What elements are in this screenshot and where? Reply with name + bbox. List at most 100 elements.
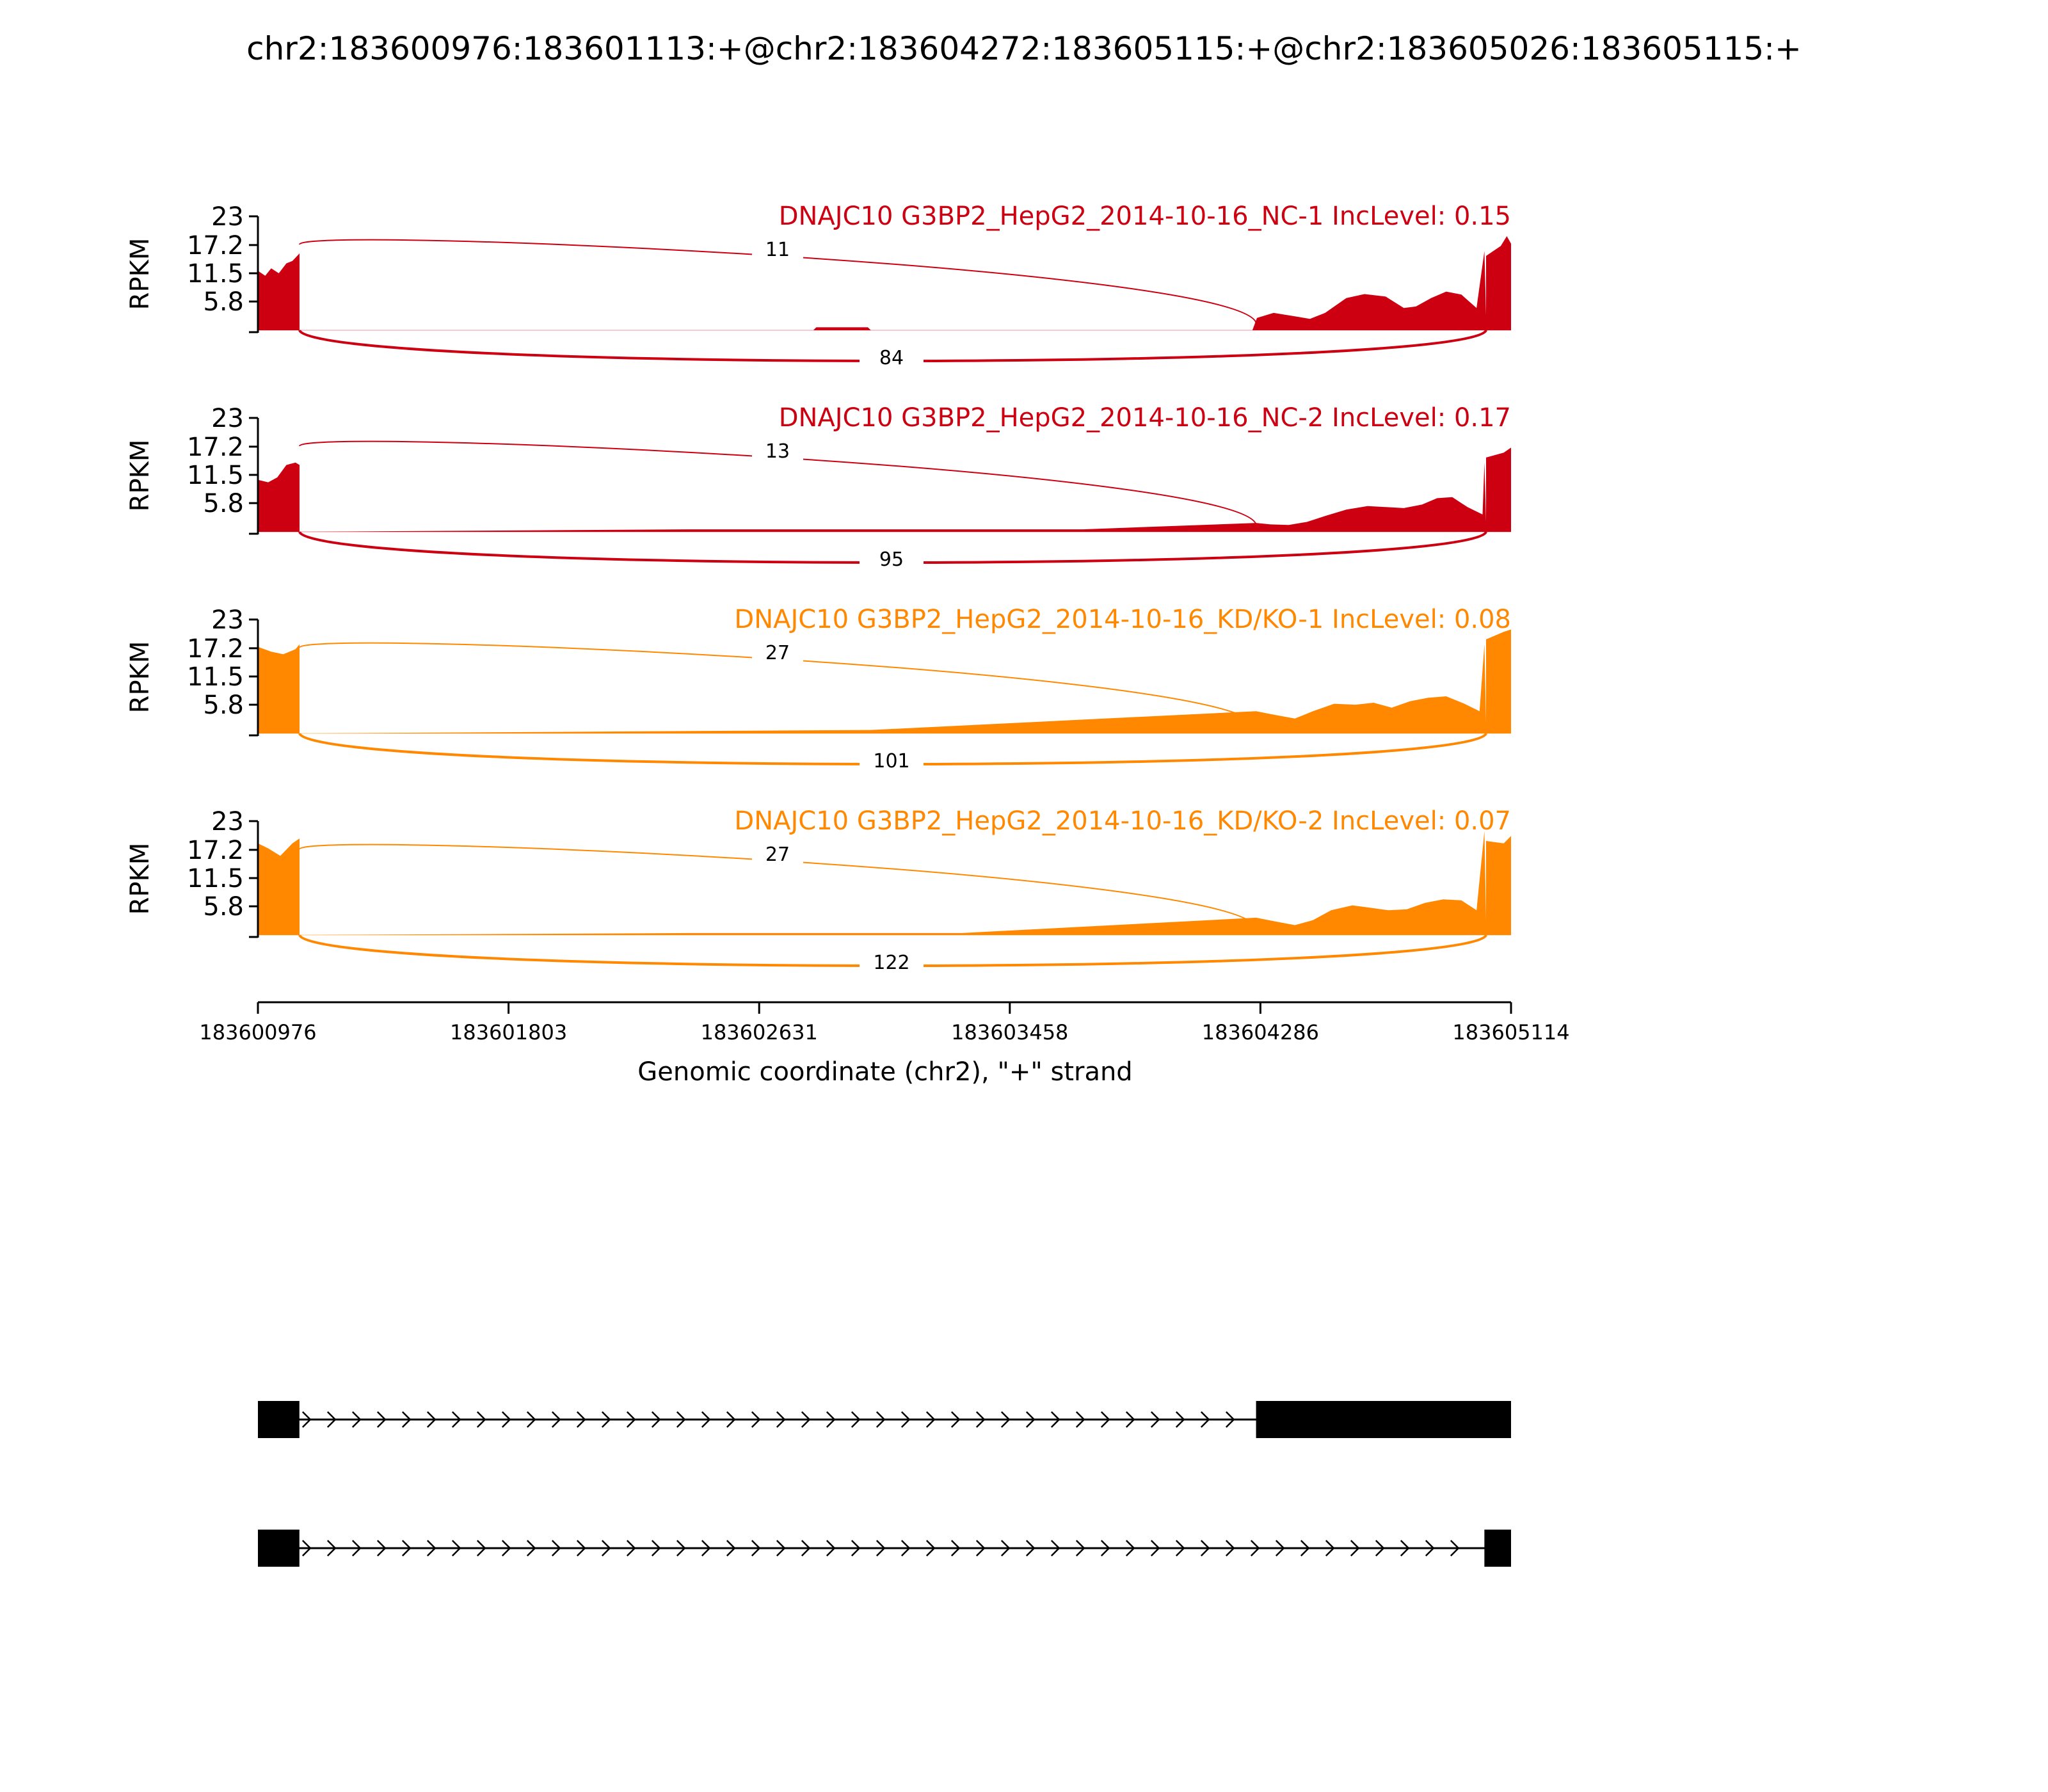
strand-arrow — [426, 1540, 436, 1556]
strand-arrow — [751, 1540, 761, 1556]
strand-arrow — [376, 1411, 387, 1428]
strand-arrow — [576, 1411, 586, 1428]
strand-arrow — [551, 1540, 561, 1556]
junction-count-upper: 27 — [765, 844, 790, 866]
junction-count-lower: 95 — [879, 548, 904, 571]
strand-arrow — [1050, 1540, 1060, 1556]
y-tick-label: 5.8 — [203, 691, 244, 720]
strand-arrow — [776, 1411, 786, 1428]
strand-arrow — [1275, 1540, 1285, 1556]
strand-arrow — [1000, 1540, 1011, 1556]
coverage-exon-1 — [258, 253, 300, 330]
coverage-middle — [300, 831, 1486, 935]
strand-arrow — [776, 1540, 786, 1556]
strand-arrow — [626, 1411, 636, 1428]
coverage-middle — [300, 251, 1486, 330]
coverage-middle — [300, 644, 1486, 733]
y-tick-label: 17.2 — [187, 433, 244, 462]
coverage-exon-3 — [1486, 447, 1511, 532]
y-axis-label: RPKM — [125, 440, 155, 512]
junction-label-bg — [860, 950, 924, 973]
x-tick-label: 183604286 — [1202, 1020, 1319, 1044]
junction-label-bg — [860, 749, 924, 772]
coverage-exon-3 — [1486, 629, 1511, 733]
strand-arrow — [1225, 1540, 1235, 1556]
junction-count-lower: 84 — [879, 347, 904, 369]
junction-count-lower: 101 — [873, 750, 909, 772]
strand-arrow — [651, 1411, 661, 1428]
strand-arrow — [876, 1411, 886, 1428]
junction-label-bg — [752, 239, 803, 260]
sample-label: DNAJC10 G3BP2_HepG2_2014-10-16_NC-1 IncL… — [779, 202, 1511, 231]
strand-arrow — [301, 1540, 312, 1556]
strand-arrow — [925, 1540, 936, 1556]
strand-arrow — [751, 1411, 761, 1428]
strand-arrow — [601, 1411, 611, 1428]
sample-label: DNAJC10 G3BP2_HepG2_2014-10-16_KD/KO-1 I… — [734, 605, 1511, 634]
strand-arrow — [701, 1540, 711, 1556]
strand-arrow — [1200, 1411, 1210, 1428]
y-tick-label: 11.5 — [187, 461, 244, 490]
strand-arrow — [925, 1411, 936, 1428]
strand-arrow — [851, 1411, 861, 1428]
strand-arrow — [1050, 1411, 1060, 1428]
strand-arrow — [576, 1540, 586, 1556]
strand-arrow — [1025, 1540, 1036, 1556]
exon-block — [1484, 1530, 1511, 1567]
strand-arrow — [1200, 1540, 1210, 1556]
strand-arrow — [1175, 1411, 1185, 1428]
strand-arrow — [1250, 1540, 1260, 1556]
exon-block — [1256, 1401, 1511, 1438]
junction-label-bg — [860, 346, 924, 369]
y-axis-label: RPKM — [125, 843, 155, 915]
strand-arrow — [526, 1411, 536, 1428]
y-tick-label: 23 — [211, 404, 244, 433]
strand-arrow — [326, 1411, 337, 1428]
x-tick-label: 183601803 — [450, 1020, 567, 1044]
strand-arrow — [1000, 1411, 1011, 1428]
y-tick-label: 23 — [211, 202, 244, 232]
strand-arrow — [1425, 1540, 1435, 1556]
strand-arrow — [601, 1540, 611, 1556]
strand-arrow — [975, 1540, 986, 1556]
strand-arrow — [501, 1411, 511, 1428]
strand-arrow — [1075, 1540, 1085, 1556]
junction-count-upper: 27 — [765, 642, 790, 664]
strand-arrow — [351, 1411, 362, 1428]
exon-block — [258, 1401, 300, 1438]
strand-arrow — [401, 1411, 412, 1428]
strand-arrow — [801, 1540, 811, 1556]
y-tick-label: 5.8 — [203, 489, 244, 518]
y-tick-label: 11.5 — [187, 864, 244, 893]
coverage-exon-3 — [1486, 236, 1511, 330]
junction-label-bg — [860, 547, 924, 570]
strand-arrow — [526, 1540, 536, 1556]
strand-arrow — [1225, 1411, 1235, 1428]
strand-arrow — [1125, 1411, 1135, 1428]
coverage-exon-1 — [258, 838, 300, 935]
strand-arrow — [900, 1540, 911, 1556]
strand-arrow — [1025, 1411, 1036, 1428]
x-tick-label: 183603458 — [951, 1020, 1068, 1044]
junction-label-bg — [752, 844, 803, 865]
strand-arrow — [1100, 1540, 1110, 1556]
strand-arrow — [1325, 1540, 1335, 1556]
junction-label-bg — [752, 440, 803, 462]
strand-arrow — [826, 1411, 836, 1428]
strand-arrow — [1400, 1540, 1410, 1556]
strand-arrow — [826, 1540, 836, 1556]
x-tick-label: 183605114 — [1452, 1020, 1569, 1044]
y-tick-label: 23 — [211, 605, 244, 635]
strand-arrow — [476, 1540, 486, 1556]
x-axis-label: Genomic coordinate (chr2), "+" strand — [637, 1057, 1132, 1087]
strand-arrow — [651, 1540, 661, 1556]
strand-arrow — [975, 1411, 986, 1428]
strand-arrow — [900, 1411, 911, 1428]
strand-arrow — [726, 1540, 736, 1556]
